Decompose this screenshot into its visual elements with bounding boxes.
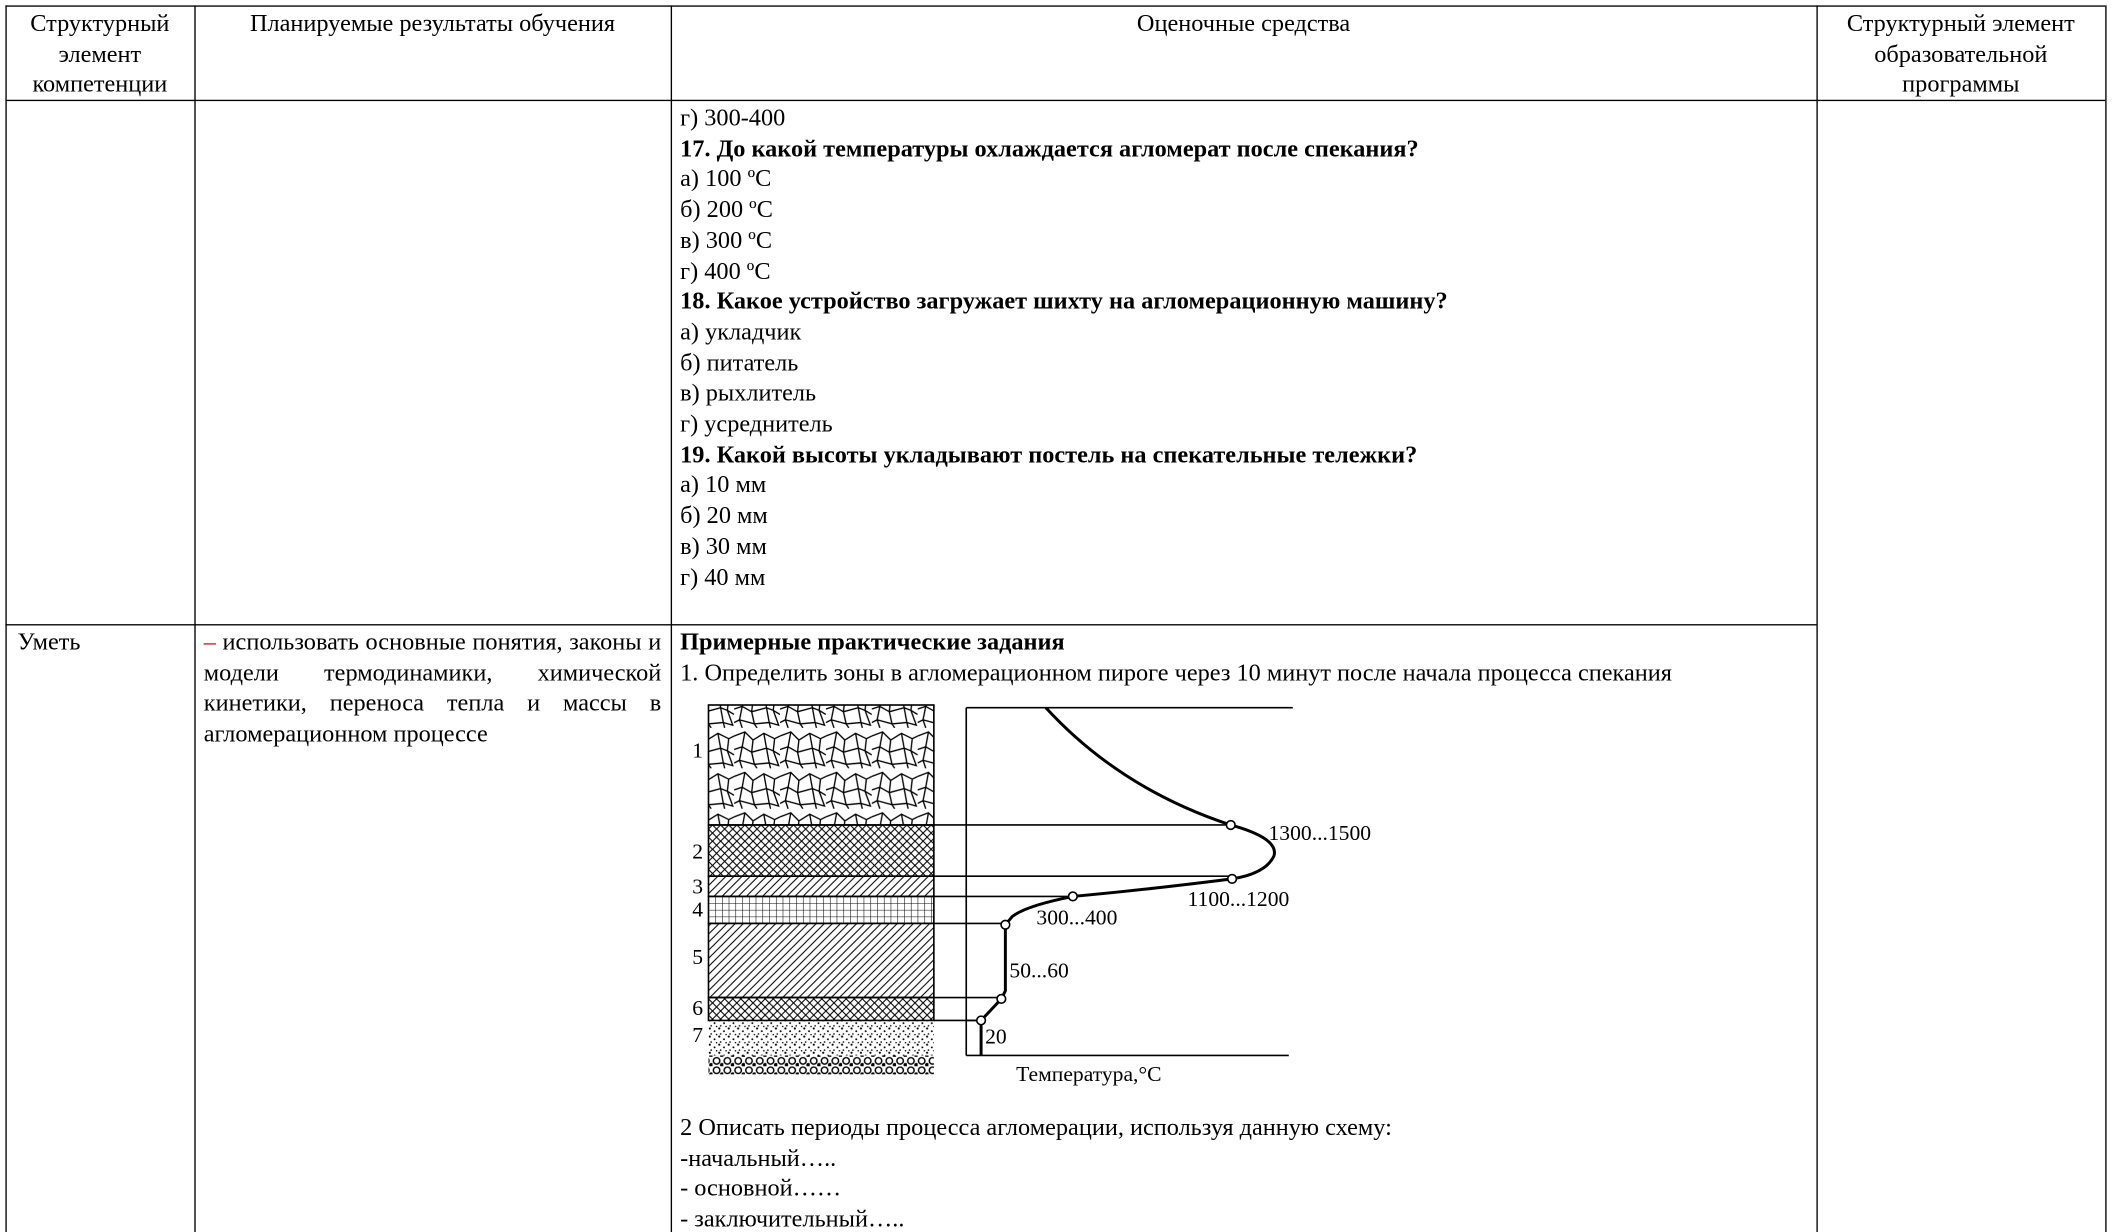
- temperature-label: 1300...1500: [1269, 821, 1372, 845]
- layer-label: 7: [692, 1023, 703, 1047]
- header-cell: Структурный элемент образовательной прог…: [1846, 9, 2075, 98]
- layer-4: [707, 895, 935, 925]
- period: - основной……: [680, 1174, 842, 1202]
- layers: [707, 704, 935, 1075]
- option: б) питатель: [680, 348, 799, 376]
- option: г) 400 ºС: [680, 256, 771, 284]
- layer-6: [707, 996, 935, 1022]
- temperature-label: 50...60: [1009, 958, 1068, 982]
- task: 1. Определить зоны в агломерационном пир…: [680, 658, 1672, 686]
- question: 18. Какое устройство загружает шихту на …: [680, 287, 1448, 315]
- table-border: [1816, 5, 1818, 1232]
- layer-1: [707, 704, 935, 826]
- period: -начальный…..: [680, 1144, 837, 1172]
- layer-label: 6: [692, 996, 703, 1020]
- option: г) усреднитель: [680, 409, 833, 437]
- axis-label: Температура,°С: [1016, 1062, 1161, 1086]
- temperature-label: 20: [985, 1024, 1007, 1048]
- layer-3: [707, 875, 935, 898]
- layer-2: [707, 824, 935, 878]
- option: а) 10 мм: [680, 471, 767, 499]
- outcome-text: использовать основные понятия, законы и …: [203, 628, 662, 747]
- header-cell: Оценочные средства: [1136, 9, 1351, 37]
- layer-label: 2: [692, 840, 703, 864]
- layer-label: 4: [692, 898, 703, 922]
- assessment-cell: г) 300-400 17. До какой температуры охла…: [671, 102, 1817, 592]
- outcome-cell: – использовать основные понятия, законы …: [194, 627, 670, 749]
- option: в) 300 ºС: [680, 226, 773, 254]
- element-cell: Уметь: [17, 628, 81, 656]
- temperature-label: 1100...1200: [1188, 887, 1290, 911]
- option: б) 200 ºС: [680, 195, 773, 223]
- layer-label: 5: [692, 945, 703, 969]
- diagram-lines: [933, 706, 1293, 1057]
- layer-5: [707, 922, 935, 999]
- question: 19. Какой высоты укладывают постель на с…: [680, 440, 1418, 468]
- period: - заключительный…..: [680, 1205, 905, 1232]
- header-cell: Планируемые результаты обучения: [249, 9, 616, 37]
- table-border: [5, 99, 2106, 102]
- task: 2 Описать периоды процесса агломерации, …: [680, 1113, 1392, 1141]
- dash: –: [203, 628, 216, 656]
- layer-label: 3: [692, 875, 703, 899]
- table-border: [5, 624, 1817, 626]
- question: 17. До какой температуры охлаждается агл…: [680, 134, 1419, 162]
- option: в) рыхлитель: [680, 379, 817, 407]
- table-border: [5, 5, 7, 1232]
- header-cell: Структурный элемент компетенции: [30, 9, 170, 98]
- option: а) укладчик: [680, 318, 802, 345]
- table-border: [5, 5, 2106, 7]
- option: в) 30 мм: [680, 532, 767, 560]
- table-border: [194, 5, 196, 1232]
- table-border: [670, 5, 673, 1232]
- table-border: [2105, 5, 2107, 1232]
- layer-7: [708, 1020, 934, 1056]
- sintering-diagram: 1 2 34 5 6 7 1300...1500 1100...1200 300...400 50…: [692, 704, 1372, 1086]
- option: г) 40 мм: [680, 562, 766, 590]
- tasks-cell: Примерные практические задания 1. Опреде…: [671, 627, 1817, 688]
- layer-label: 1: [692, 739, 703, 763]
- temperature-label: 300...400: [1036, 906, 1117, 930]
- tasks-heading: Примерные практические задания: [680, 628, 1065, 656]
- grate: [708, 1055, 934, 1075]
- option: г) 300-400: [680, 103, 786, 131]
- option: б) 20 мм: [680, 501, 768, 529]
- tasks-cell-continued: 2 Описать периоды процесса агломерации, …: [671, 1112, 1817, 1232]
- option: а) 100 ºС: [680, 165, 772, 192]
